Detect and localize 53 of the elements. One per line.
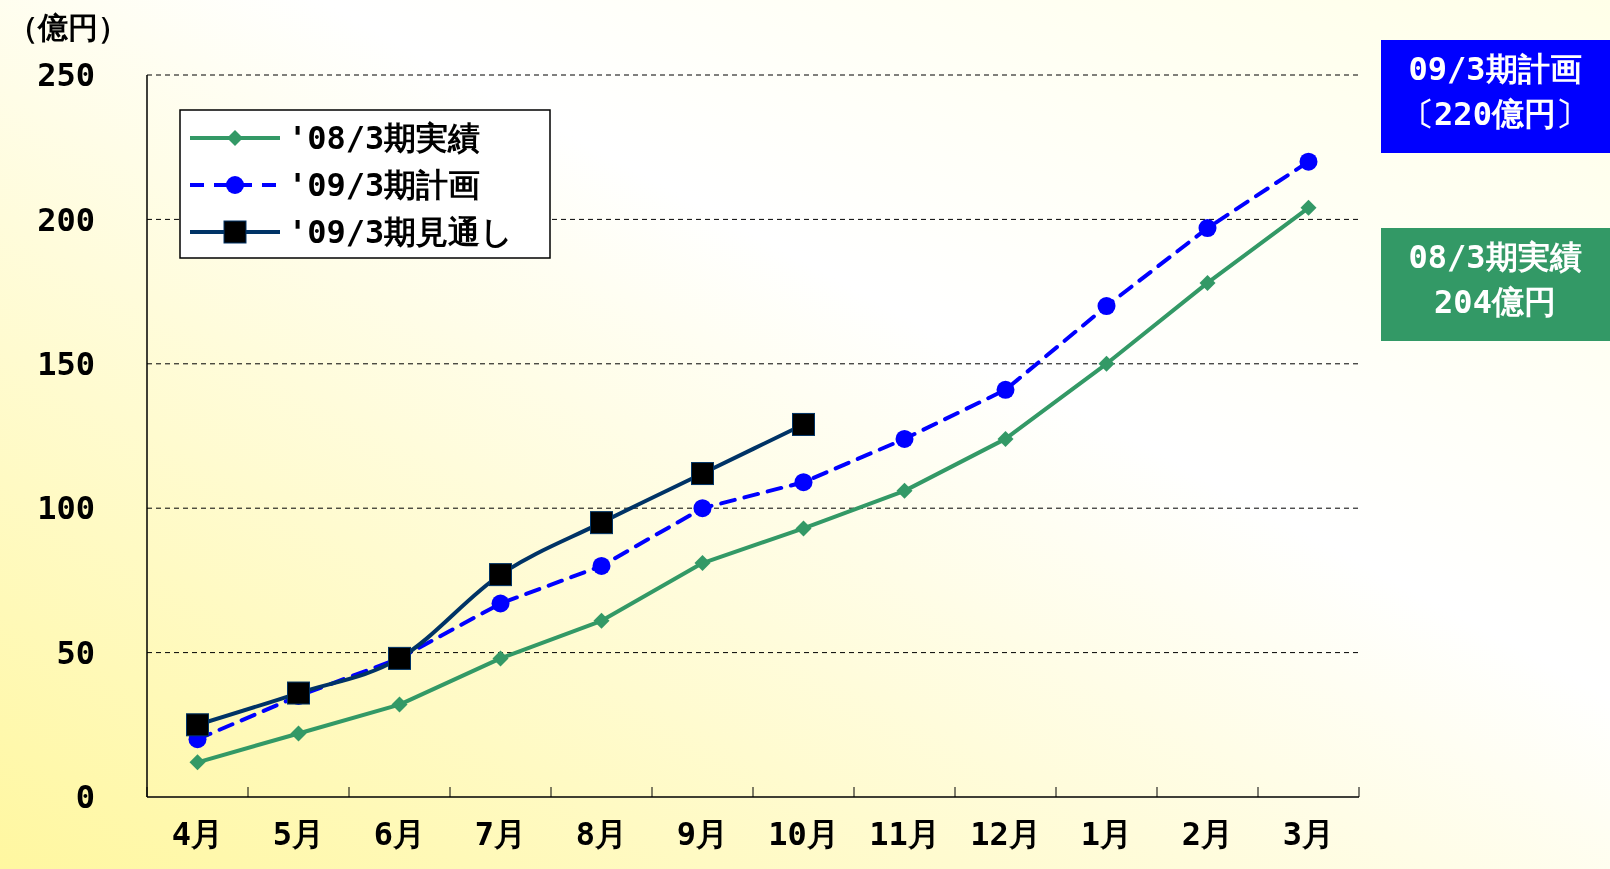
point — [290, 725, 307, 742]
x-tick-label: 5月 — [272, 815, 325, 853]
y-axis-title: （億円） — [8, 10, 128, 45]
point — [996, 380, 1015, 399]
point — [189, 754, 206, 771]
x-tick-label: 3月 — [1282, 815, 1335, 853]
x-tick-label: 11月 — [869, 815, 940, 853]
point — [287, 681, 310, 705]
point — [491, 594, 510, 613]
x-tick-label: 4月 — [171, 815, 224, 853]
legend-label: '09/3期計画 — [288, 166, 481, 205]
point — [593, 612, 610, 629]
text: 〔220億円〕 — [1402, 95, 1588, 133]
point — [590, 511, 613, 535]
point — [895, 429, 914, 448]
text: 204億円 — [1434, 283, 1556, 321]
point — [1199, 274, 1216, 291]
x-tick-label: 7月 — [474, 815, 527, 853]
point — [1098, 355, 1115, 372]
point — [896, 482, 913, 499]
point — [1097, 297, 1116, 316]
point — [693, 499, 712, 518]
point — [186, 713, 209, 737]
point — [489, 563, 512, 587]
legend-label: '09/3期見通し — [288, 213, 514, 252]
y-tick-label: 250 — [37, 56, 95, 95]
point — [691, 462, 714, 486]
x-tick-label: 10月 — [768, 815, 839, 853]
x-tick-label: 9月 — [676, 815, 729, 853]
point — [1299, 152, 1318, 171]
point — [795, 520, 812, 537]
x-tick-label: 8月 — [575, 815, 628, 853]
point — [1300, 199, 1317, 216]
y-tick-label: 100 — [37, 489, 95, 528]
point — [592, 556, 611, 575]
point — [391, 696, 408, 713]
x-tick-label: 1月 — [1080, 815, 1133, 853]
x-tick-label: 12月 — [970, 815, 1041, 853]
point — [492, 650, 509, 667]
point — [694, 555, 711, 572]
text: 08/3期実績 — [1408, 238, 1582, 276]
y-tick-label: 200 — [37, 200, 95, 239]
point — [792, 412, 815, 436]
legend-label: '08/3期実績 — [288, 119, 481, 158]
point — [1198, 219, 1217, 238]
text: 09/3期計画 — [1408, 50, 1582, 88]
x-tick-label: 2月 — [1181, 815, 1234, 853]
y-tick-label: 50 — [56, 633, 95, 672]
y-tick-label: 0 — [75, 778, 95, 817]
y-tick-label: 150 — [37, 345, 95, 383]
point — [997, 430, 1014, 447]
point — [794, 473, 813, 492]
x-tick-label: 6月 — [373, 815, 426, 853]
